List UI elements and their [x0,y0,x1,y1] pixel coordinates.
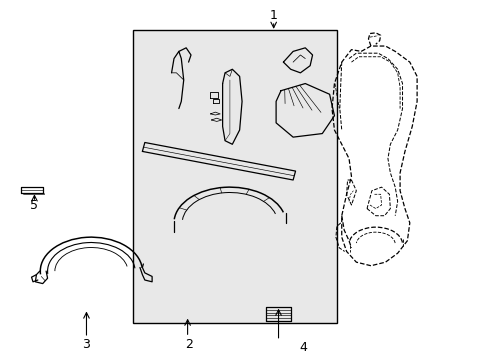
Text: 1: 1 [269,9,277,22]
Text: 2: 2 [184,338,192,351]
Bar [132,30,336,323]
Text: 3: 3 [82,338,90,351]
Text: 4: 4 [298,341,306,354]
Text: 5: 5 [30,198,39,212]
